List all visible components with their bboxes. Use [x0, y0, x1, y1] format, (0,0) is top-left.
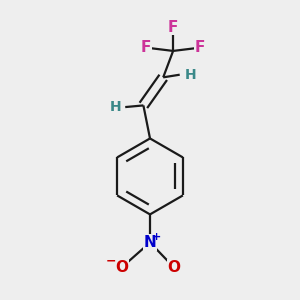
- Text: F: F: [141, 40, 151, 55]
- Text: O: O: [167, 260, 180, 275]
- Text: −: −: [106, 255, 117, 268]
- Text: F: F: [195, 40, 206, 55]
- Text: H: H: [110, 100, 121, 114]
- Text: +: +: [152, 232, 161, 242]
- Text: H: H: [184, 68, 196, 82]
- Text: N: N: [144, 235, 156, 250]
- Text: F: F: [168, 20, 178, 34]
- Text: O: O: [116, 260, 128, 275]
